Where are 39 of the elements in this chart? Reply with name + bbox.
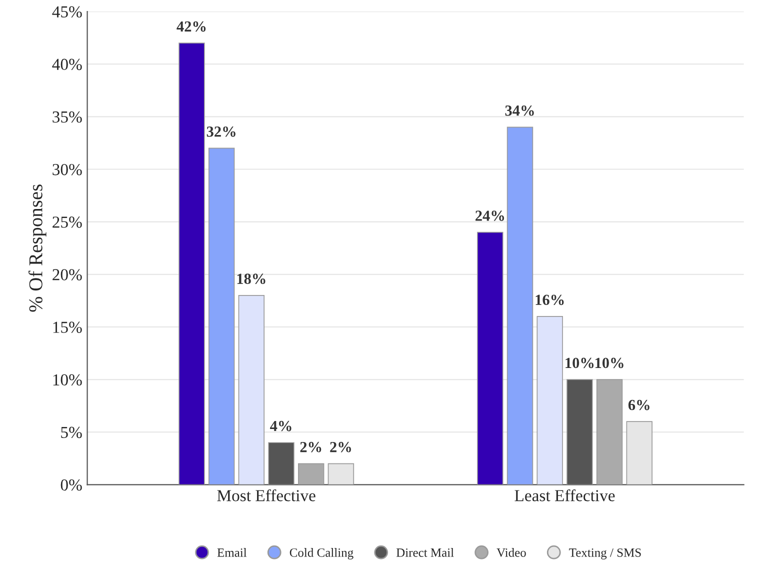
- x-tick-label: Most Effective: [217, 489, 316, 502]
- bar: [477, 232, 504, 485]
- y-tick-label: 5%: [61, 426, 82, 438]
- y-tick-label: 10%: [53, 374, 82, 386]
- data-label: 24%: [476, 210, 504, 221]
- data-label: 18%: [237, 274, 266, 284]
- data-label: 10%: [566, 358, 594, 368]
- data-label: 10%: [595, 358, 624, 368]
- y-tick-label: 45%: [52, 6, 82, 18]
- y-axis-title: % Of Responses: [28, 184, 46, 312]
- data-label: 2%: [330, 442, 351, 452]
- legend-label: Video: [496, 548, 526, 557]
- legend-label: Cold Calling: [290, 548, 354, 560]
- y-tick-label: 40%: [52, 58, 82, 70]
- data-label: 32%: [206, 126, 236, 137]
- legend-label: Texting / SMS: [569, 548, 641, 560]
- y-tick-label: 0%: [60, 479, 82, 491]
- y-tick-label: 30%: [52, 164, 82, 176]
- data-label: 34%: [505, 105, 534, 116]
- data-label: 4%: [270, 420, 292, 432]
- bar: [298, 463, 324, 485]
- data-label: 42%: [176, 21, 206, 32]
- bar: [178, 42, 205, 485]
- bar: [238, 295, 265, 485]
- data-label: 2%: [300, 442, 322, 452]
- legend-label: Email: [217, 548, 247, 557]
- y-tick-label: 35%: [52, 111, 82, 123]
- y-tick-label: 15%: [53, 322, 82, 333]
- y-tick-label: 25%: [52, 216, 82, 228]
- bar: [506, 126, 534, 485]
- bar: [536, 316, 563, 485]
- bar: [596, 379, 623, 485]
- legend-label: Direct Mail: [396, 548, 454, 557]
- data-label: 16%: [536, 294, 564, 306]
- x-tick-label: Least Effective: [514, 489, 615, 502]
- data-label: 6%: [628, 400, 650, 410]
- bar: [328, 463, 354, 485]
- bar: [208, 148, 235, 485]
- y-tick-label: 20%: [52, 269, 82, 280]
